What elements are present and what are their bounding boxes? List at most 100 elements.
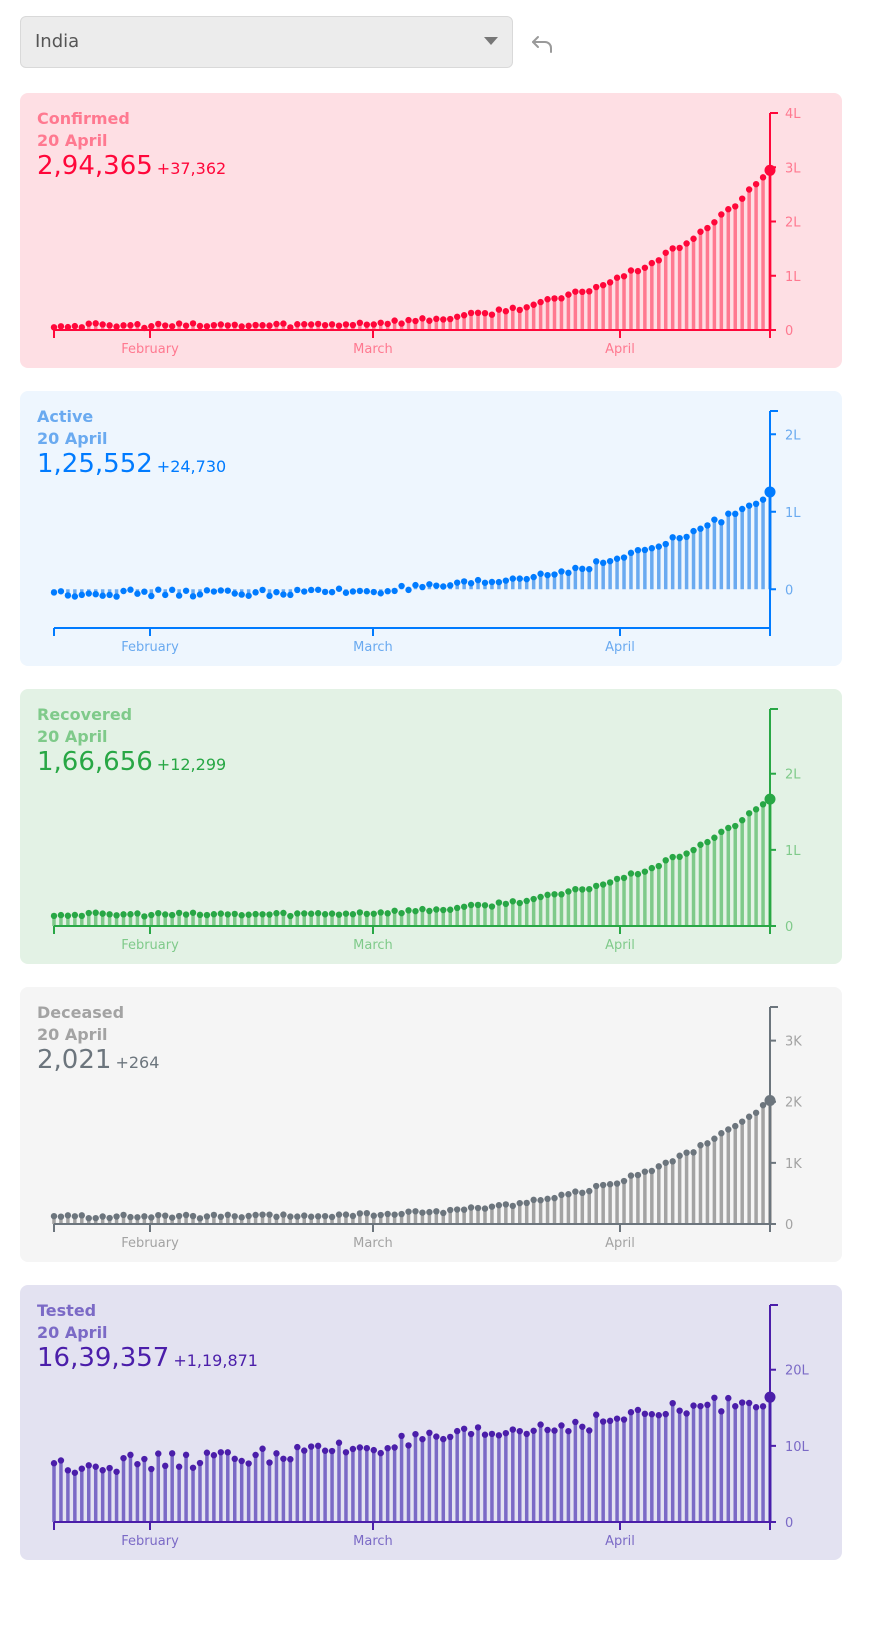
- data-point: [363, 1444, 371, 1452]
- data-point: [759, 801, 767, 808]
- data-point: [634, 267, 642, 275]
- data-point: [328, 321, 336, 328]
- data-point: [662, 249, 669, 256]
- data-point: [168, 1450, 176, 1457]
- data-point: [57, 1457, 65, 1464]
- data-point: [474, 1424, 482, 1431]
- data-point: [377, 1211, 384, 1219]
- data-point: [384, 1210, 391, 1218]
- data-point: [419, 583, 426, 591]
- data-point: [335, 322, 343, 329]
- data-point: [718, 1408, 725, 1415]
- data-point: [398, 1432, 405, 1440]
- data-point: [148, 911, 155, 919]
- y-tick-label: 2L: [785, 216, 801, 231]
- data-point: [634, 1171, 642, 1179]
- data-point: [426, 581, 433, 588]
- data-point: [704, 224, 711, 232]
- data-point: [481, 1205, 489, 1212]
- data-point: [572, 564, 579, 572]
- data-point: [363, 588, 371, 595]
- data-point: [266, 1459, 273, 1466]
- data-point: [683, 1410, 690, 1417]
- data-point: [634, 870, 642, 878]
- data-point: [648, 259, 656, 267]
- data-point: [662, 1410, 669, 1418]
- data-point: [71, 1213, 79, 1220]
- data-point: [606, 1417, 614, 1425]
- data-point: [732, 822, 739, 830]
- data-point: [613, 555, 621, 562]
- data-point: [273, 320, 280, 328]
- data-point: [64, 592, 72, 599]
- data-point: [530, 1196, 537, 1204]
- data-point: [314, 910, 322, 917]
- data-point: [745, 810, 753, 817]
- card-title: Recovered: [37, 705, 133, 724]
- tested-card: Tested 20 April 16,39,357 +1,19,871 Febru…: [20, 1285, 842, 1560]
- data-point: [474, 576, 482, 584]
- data-point: [641, 868, 649, 875]
- data-point: [565, 888, 572, 895]
- data-point: [440, 1435, 447, 1443]
- data-point: [92, 590, 99, 598]
- data-point: [148, 1465, 155, 1473]
- data-point: [544, 571, 551, 579]
- data-point: [474, 1204, 482, 1212]
- data-point: [328, 910, 336, 917]
- data-point: [266, 322, 273, 329]
- data-point: [669, 245, 676, 252]
- data-point: [690, 846, 697, 854]
- data-point: [676, 1407, 683, 1414]
- data-point: [287, 1213, 294, 1220]
- data-point: [405, 316, 412, 324]
- card-date: 20 April: [37, 429, 108, 448]
- data-point: [370, 1212, 377, 1219]
- data-point: [606, 879, 614, 886]
- region-select[interactable]: India: [20, 16, 513, 68]
- data-point: [586, 565, 593, 573]
- card-date: 20 April: [37, 1323, 108, 1342]
- data-point: [426, 907, 433, 915]
- data-point: [704, 838, 711, 846]
- data-point: [196, 911, 204, 919]
- data-point: [599, 281, 607, 289]
- data-point: [127, 911, 134, 918]
- data-point: [669, 1399, 676, 1407]
- data-point: [537, 298, 544, 306]
- y-tick-label: 1K: [785, 1157, 802, 1172]
- y-tick-label: 0: [785, 324, 793, 339]
- data-point: [377, 590, 384, 597]
- data-point: [106, 911, 113, 918]
- data-point: [641, 546, 649, 554]
- data-point: [752, 1404, 760, 1411]
- y-tick-label: 1L: [785, 506, 801, 521]
- data-point: [606, 557, 614, 565]
- data-point: [162, 1462, 169, 1470]
- card-date: 20 April: [37, 727, 108, 746]
- data-point: [189, 1464, 197, 1471]
- data-point: [516, 899, 523, 907]
- data-point: [224, 322, 231, 329]
- x-tick-label: March: [353, 342, 393, 357]
- data-point: [384, 1444, 391, 1452]
- data-point: [391, 1211, 398, 1218]
- data-point: [280, 1455, 287, 1462]
- data-point: [148, 323, 155, 330]
- data-point: [738, 1399, 746, 1406]
- data-point: [162, 1212, 169, 1219]
- data-point: [349, 1445, 357, 1453]
- data-point: [252, 321, 259, 329]
- data-point: [155, 909, 162, 917]
- x-tick-label: March: [353, 1534, 393, 1549]
- data-point: [405, 907, 412, 914]
- y-tick-label: 2L: [785, 428, 801, 443]
- data-point: [495, 899, 503, 906]
- undo-arrow-icon[interactable]: [530, 30, 556, 56]
- data-point: [141, 588, 148, 595]
- card-date: 20 April: [37, 1025, 108, 1044]
- data-point: [488, 1203, 496, 1210]
- data-point: [356, 319, 364, 327]
- data-point: [134, 321, 141, 328]
- data-point: [523, 575, 530, 583]
